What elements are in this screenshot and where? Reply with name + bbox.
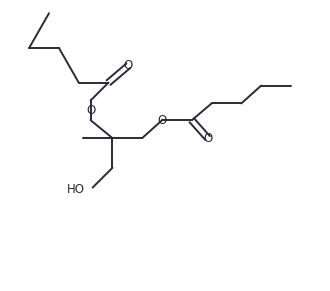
Text: O: O bbox=[157, 114, 167, 127]
Text: O: O bbox=[124, 59, 133, 72]
Text: O: O bbox=[203, 132, 212, 145]
Text: O: O bbox=[86, 104, 95, 117]
Text: HO: HO bbox=[67, 183, 85, 196]
